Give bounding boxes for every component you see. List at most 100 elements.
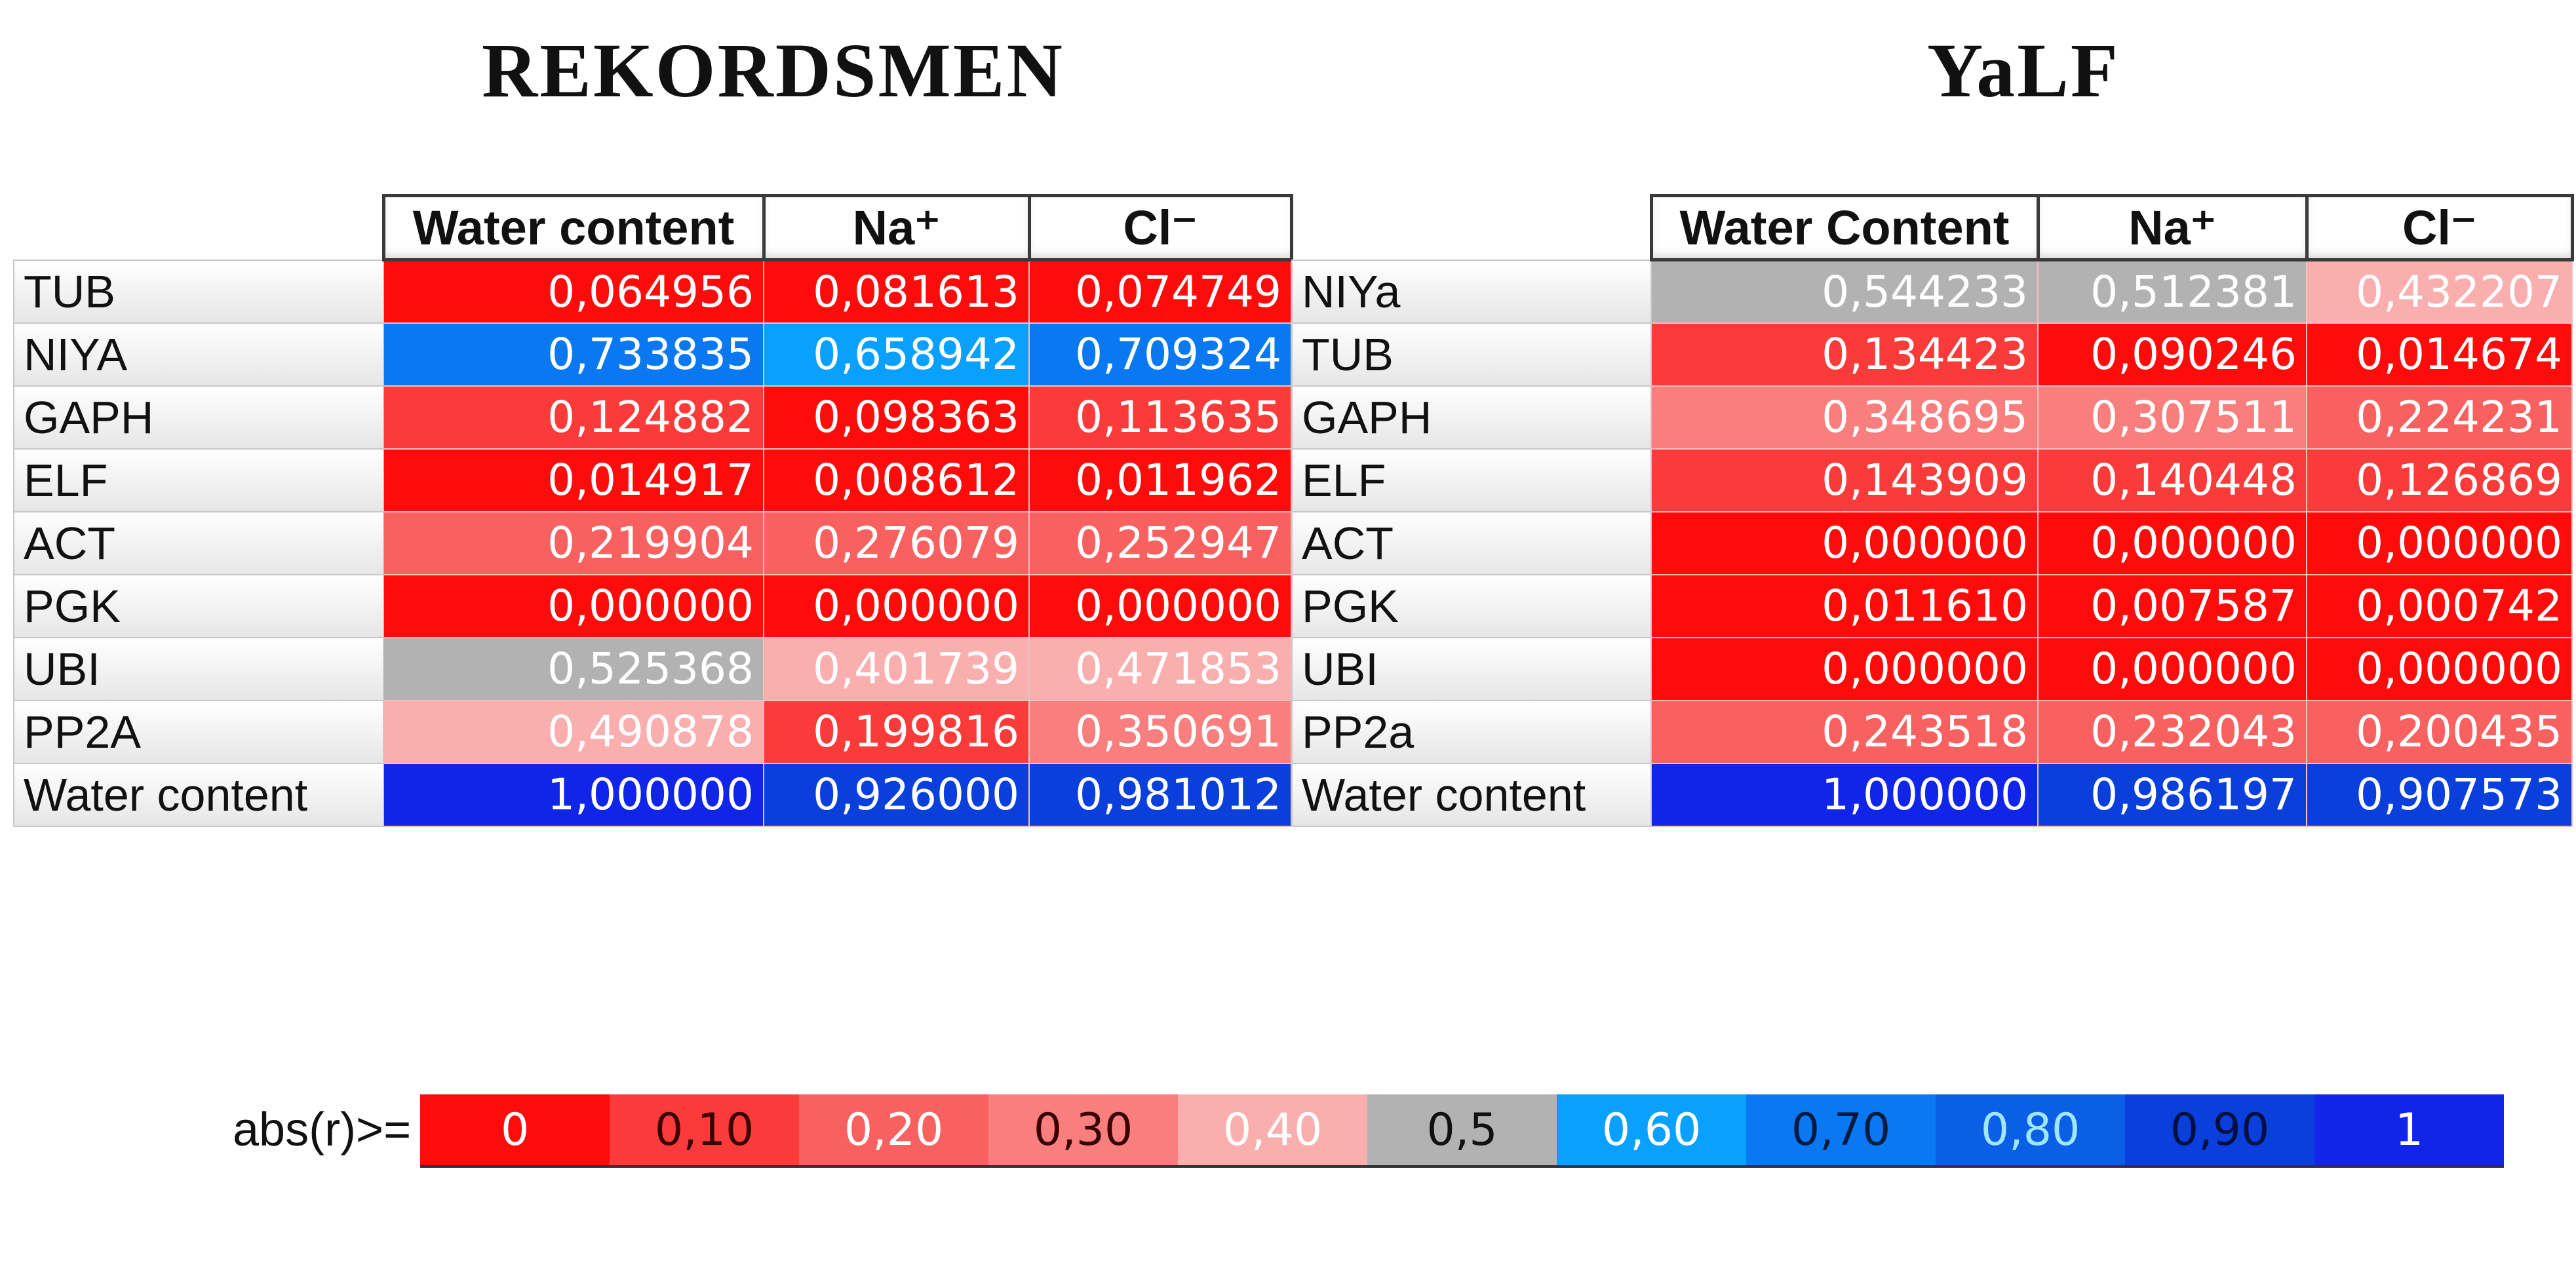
legend-label: abs(r)>= (233, 1104, 412, 1156)
heatmap-cell: 0,199816 (763, 699, 1030, 764)
column-header: Na⁺ (762, 194, 1031, 261)
heatmap-cell: 0,276079 (763, 511, 1030, 575)
table-row: PP2a 0,243518 0,232043 0,200435 (1291, 699, 2573, 764)
rekordsmen-title: REKORDSMEN (482, 28, 1064, 113)
heatmap-cell: 0,126869 (2306, 448, 2573, 512)
heatmap-cell: 0,074749 (1028, 259, 1292, 324)
heatmap-cell: 0,000000 (2306, 511, 2573, 575)
row-label: PGK (13, 573, 384, 638)
legend-swatch: 0,20 (799, 1094, 989, 1165)
color-legend: abs(r)>= 0 0,10 0,20 0,30 0,40 0,5 0,60 0,70 0,8… (233, 1094, 2505, 1165)
row-label: PP2A (13, 699, 384, 764)
table-row: PGK 0,011610 0,007587 0,000742 (1291, 573, 2573, 638)
rekordsmen-table: Water content Na⁺ Cl⁻ TUB 0,064956 0,081613 0,… (13, 194, 1293, 827)
heatmap-cell: 0,709324 (1028, 322, 1292, 387)
legend-swatch: 0,10 (610, 1094, 800, 1165)
table-row: ELF 0,143909 0,140448 0,126869 (1291, 448, 2573, 512)
row-label: TUB (13, 259, 384, 324)
yalf-table: Water Content Na⁺ Cl⁻ NIYa 0,544233 0,512381 0… (1291, 194, 2574, 827)
legend-swatch: 1 (2314, 1094, 2505, 1165)
heatmap-cell: 0,350691 (1028, 699, 1292, 764)
heatmap-cell: 0,525368 (383, 636, 764, 701)
column-header: Water content (381, 194, 766, 261)
table-row: Water content 1,000000 0,926000 0,981012 (13, 762, 1292, 827)
heatmap-cell: 0,000000 (1028, 573, 1292, 638)
legend-swatch: 0,60 (1557, 1094, 1747, 1165)
heatmap-cell: 1,000000 (1650, 762, 2039, 827)
heatmap-cell: 0,658942 (763, 322, 1030, 387)
heatmap-cell: 0,140448 (2037, 448, 2307, 512)
heatmap-cell: 0,307511 (2037, 385, 2307, 450)
heatmap-cell: 0,401739 (763, 636, 1030, 701)
heatmap-cell: 0,014917 (383, 448, 764, 512)
heatmap-cell: 0,907573 (2306, 762, 2573, 827)
heatmap-cell: 0,544233 (1650, 259, 2039, 324)
table-row: ACT 0,219904 0,276079 0,252947 (13, 511, 1292, 575)
row-label: NIYa (1291, 259, 1652, 324)
table-row: ACT 0,000000 0,000000 0,000000 (1291, 511, 2573, 575)
legend-swatch: 0,70 (1746, 1094, 1936, 1165)
heatmap-cell: 0,252947 (1028, 511, 1292, 575)
heatmap-cell: 0,432207 (2306, 259, 2573, 324)
row-label: UBI (1291, 636, 1652, 701)
row-label: ACT (13, 511, 384, 575)
heatmap-cell: 0,733835 (383, 322, 764, 387)
table-row: GAPH 0,124882 0,098363 0,113635 (13, 385, 1292, 450)
heatmap-cell: 0,134423 (1650, 322, 2039, 387)
legend-swatch: 0,40 (1178, 1094, 1368, 1165)
table-row: UBI 0,000000 0,000000 0,000000 (1291, 636, 2573, 701)
heatmap-cell: 0,064956 (383, 259, 764, 324)
heatmap-cell: 0,000000 (1650, 636, 2039, 701)
legend-swatches: 0 0,10 0,20 0,30 0,40 0,5 0,60 0,70 0,80 0,90 1 (420, 1094, 2505, 1165)
row-label: NIYA (13, 322, 384, 387)
legend-swatch: 0,90 (2125, 1094, 2315, 1165)
legend-swatch: 0,30 (988, 1094, 1179, 1165)
table-row: PP2A 0,490878 0,199816 0,350691 (13, 699, 1292, 764)
column-header: Cl⁻ (1027, 194, 1293, 261)
heatmap-cell: 0,011610 (1650, 573, 2039, 638)
table-row: NIYA 0,733835 0,658942 0,709324 (13, 322, 1292, 387)
table-row: PGK 0,000000 0,000000 0,000000 (13, 573, 1292, 638)
legend-swatch: 0,80 (1936, 1094, 2126, 1165)
heatmap-cell: 1,000000 (383, 762, 764, 827)
heatmap-cell: 0,090246 (2037, 322, 2307, 387)
heatmap-cell: 0,224231 (2306, 385, 2573, 450)
legend-swatch: 0 (420, 1094, 610, 1165)
heatmap-cell: 0,471853 (1028, 636, 1292, 701)
row-label: TUB (1291, 322, 1652, 387)
table-row: TUB 0,064956 0,081613 0,074749 (13, 259, 1292, 324)
heatmap-cell: 0,000000 (1650, 511, 2039, 575)
column-header: Water Content (1649, 194, 2040, 261)
heatmap-cell: 0,000000 (2306, 636, 2573, 701)
heatmap-cell: 0,011962 (1028, 448, 1292, 512)
row-label: PP2a (1291, 699, 1652, 764)
heatmap-cell: 0,143909 (1650, 448, 2039, 512)
table-row: ELF 0,014917 0,008612 0,011962 (13, 448, 1292, 512)
heatmap-cell: 0,243518 (1650, 699, 2039, 764)
heatmap-cell: 0,008612 (763, 448, 1030, 512)
row-label: ELF (1291, 448, 1652, 512)
table-corner (14, 196, 383, 260)
heatmap-cell: 0,000742 (2306, 573, 2573, 638)
heatmap-cell: 0,200435 (2306, 699, 2573, 764)
row-label: UBI (13, 636, 384, 701)
heatmap-cell: 0,098363 (763, 385, 1030, 450)
table-row: UBI 0,525368 0,401739 0,471853 (13, 636, 1292, 701)
table-row: TUB 0,134423 0,090246 0,014674 (1291, 322, 2573, 387)
row-label: GAPH (1291, 385, 1652, 450)
row-label: GAPH (13, 385, 384, 450)
heatmap-cell: 0,007587 (2037, 573, 2307, 638)
heatmap-cell: 0,014674 (2306, 322, 2573, 387)
heatmap-cell: 0,124882 (383, 385, 764, 450)
heatmap-cell: 0,232043 (2037, 699, 2307, 764)
column-header: Cl⁻ (2305, 194, 2574, 261)
row-label: Water content (1291, 762, 1652, 827)
row-label: ACT (1291, 511, 1652, 575)
table-row: Water content 1,000000 0,986197 0,907573 (1291, 762, 2573, 827)
heatmap-cell: 0,000000 (763, 573, 1030, 638)
heatmap-cell: 0,000000 (383, 573, 764, 638)
heatmap-cell: 0,512381 (2037, 259, 2307, 324)
heatmap-cell: 0,981012 (1028, 762, 1292, 827)
heatmap-cell: 0,000000 (2037, 636, 2307, 701)
heatmap-cell: 0,986197 (2037, 762, 2307, 827)
